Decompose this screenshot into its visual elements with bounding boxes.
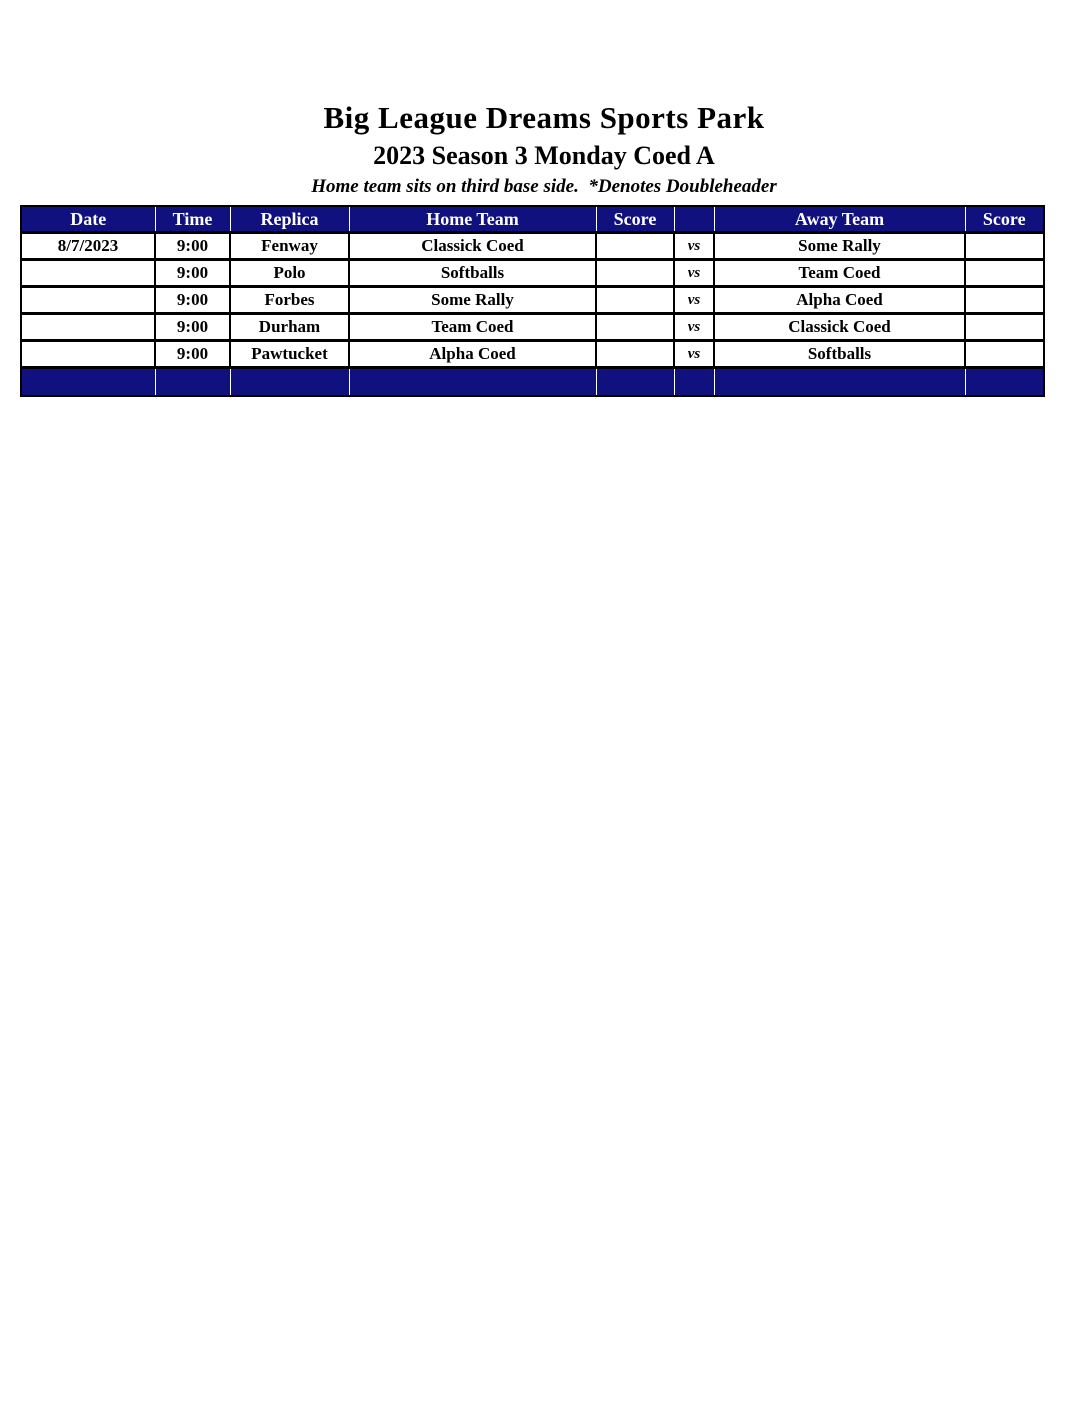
home-score-cell xyxy=(595,312,675,342)
home-team-cell: Classick Coed xyxy=(348,231,597,261)
header-away-score: Score xyxy=(964,206,1044,234)
footer-cell xyxy=(348,366,597,396)
replica-cell: Fenway xyxy=(229,231,350,261)
date-cell xyxy=(20,258,156,288)
footer-cell xyxy=(595,366,675,396)
away-score-cell xyxy=(964,339,1045,369)
footer-cell xyxy=(964,366,1044,396)
replica-cell: Forbes xyxy=(229,285,350,315)
away-team-cell: Some Rally xyxy=(713,231,966,261)
away-score-cell xyxy=(964,285,1045,315)
header-home-team: Home Team xyxy=(348,206,597,234)
time-cell: 9:00 xyxy=(154,312,231,342)
time-cell: 9:00 xyxy=(154,258,231,288)
table-row: 9:00 Pawtucket Alpha Coed vs Softballs xyxy=(20,339,1045,369)
header-replica: Replica xyxy=(229,206,350,234)
home-team-cell: Softballs xyxy=(348,258,597,288)
replica-cell: Durham xyxy=(229,312,350,342)
time-cell: 9:00 xyxy=(154,231,231,261)
header-date: Date xyxy=(21,206,156,234)
footer-cell xyxy=(229,366,350,396)
season-subtitle: 2023 Season 3 Monday Coed A xyxy=(373,141,715,170)
away-team-cell: Alpha Coed xyxy=(713,285,966,315)
home-team-cell: Team Coed xyxy=(348,312,597,342)
header-row: Date Time Replica Home Team Score Away T… xyxy=(21,206,1044,234)
time-cell: 9:00 xyxy=(154,339,231,369)
time-cell: 9:00 xyxy=(154,285,231,315)
schedule-table: Date Time Replica Home Team Score Away T… xyxy=(20,205,1045,397)
footer-cell xyxy=(673,366,715,396)
header-home-score: Score xyxy=(595,206,675,234)
header-away-team: Away Team xyxy=(713,206,966,234)
date-cell xyxy=(20,312,156,342)
footer-cell xyxy=(21,366,156,396)
home-score-cell xyxy=(595,258,675,288)
footer-cell xyxy=(713,366,966,396)
home-score-cell xyxy=(595,231,675,261)
replica-cell: Polo xyxy=(229,258,350,288)
away-score-cell xyxy=(964,312,1045,342)
away-team-cell: Classick Coed xyxy=(713,312,966,342)
date-cell: 8/7/2023 xyxy=(20,231,156,261)
home-score-cell xyxy=(595,339,675,369)
table-row: 8/7/2023 9:00 Fenway Classick Coed vs So… xyxy=(20,231,1045,261)
vs-cell: vs xyxy=(673,231,715,261)
table-row: 9:00 Polo Softballs vs Team Coed xyxy=(20,258,1045,288)
home-team-cell: Some Rally xyxy=(348,285,597,315)
table-row: 9:00 Durham Team Coed vs Classick Coed xyxy=(20,312,1045,342)
footer-filler-row xyxy=(21,366,1044,396)
away-score-cell xyxy=(964,231,1045,261)
replica-cell: Pawtucket xyxy=(229,339,350,369)
vs-cell: vs xyxy=(673,285,715,315)
page-title: Big League Dreams Sports Park xyxy=(323,100,765,135)
header-time: Time xyxy=(154,206,231,234)
date-cell xyxy=(20,339,156,369)
table-row: 9:00 Forbes Some Rally vs Alpha Coed xyxy=(20,285,1045,315)
header-vs-spacer xyxy=(673,206,715,234)
home-team-cell: Alpha Coed xyxy=(348,339,597,369)
away-team-cell: Team Coed xyxy=(713,258,966,288)
schedule-rows: 8/7/2023 9:00 Fenway Classick Coed vs So… xyxy=(20,231,1045,369)
footer-cell xyxy=(154,366,231,396)
vs-cell: vs xyxy=(673,339,715,369)
away-score-cell xyxy=(964,258,1045,288)
home-score-cell xyxy=(595,285,675,315)
vs-cell: vs xyxy=(673,312,715,342)
date-cell xyxy=(20,285,156,315)
away-team-cell: Softballs xyxy=(713,339,966,369)
doubleheader-note: Home team sits on third base side. *Deno… xyxy=(311,176,777,197)
vs-cell: vs xyxy=(673,258,715,288)
